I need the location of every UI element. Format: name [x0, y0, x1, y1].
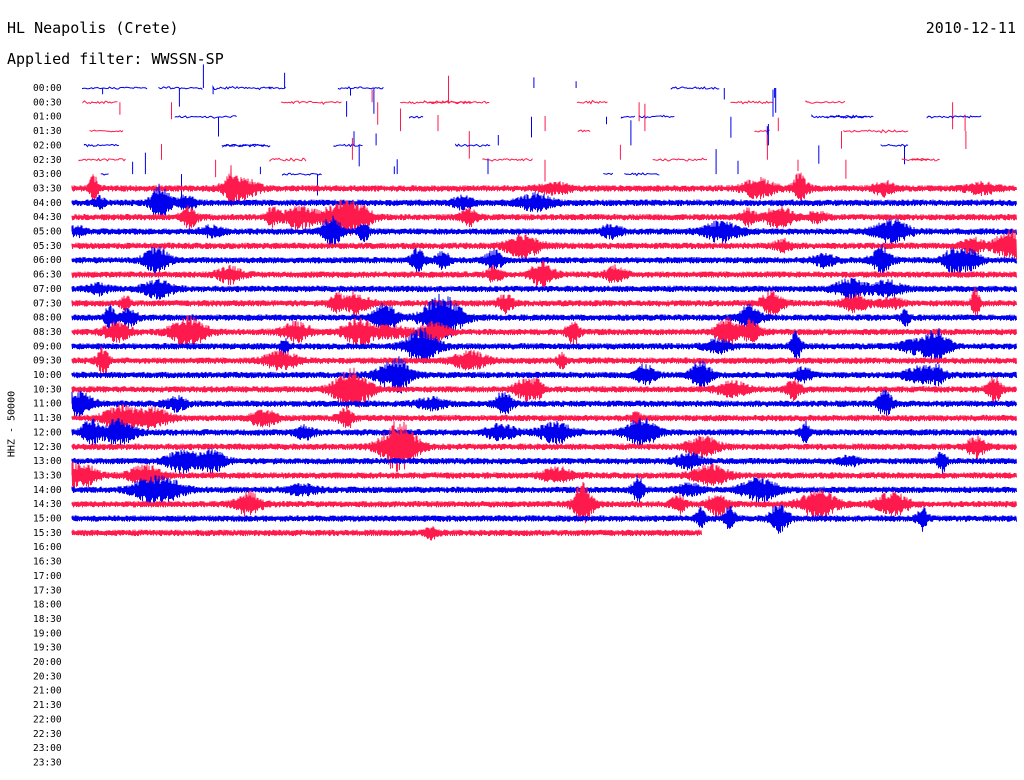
trace-0500	[71, 215, 1017, 249]
row-label-1630: 16:30	[33, 557, 62, 568]
row-label-2230: 22:30	[33, 729, 62, 740]
row-label-0030: 00:30	[33, 97, 62, 108]
row-label-1230: 12:30	[33, 442, 62, 453]
trace-0930	[71, 346, 1017, 375]
trace-1300	[71, 448, 1017, 475]
row-label-1500: 15:00	[33, 514, 62, 525]
trace-1000	[71, 356, 1017, 394]
trace-0100	[174, 89, 982, 138]
row-label-0000: 00:00	[33, 83, 62, 94]
trace-0900	[71, 327, 1017, 365]
row-label-0200: 02:00	[33, 140, 62, 151]
trace-1030	[71, 367, 1017, 410]
row-label-0930: 09:30	[33, 356, 62, 367]
row-label-0500: 05:00	[33, 227, 62, 238]
row-label-1200: 12:00	[33, 427, 62, 438]
row-label-2100: 21:00	[33, 686, 62, 697]
trace-0400	[71, 183, 1017, 219]
row-labels: 00:00 00:30 01:00 01:30 02:00 02:30 03:00 03:30…	[33, 83, 62, 768]
trace-0330	[71, 165, 1017, 207]
trace-1230	[71, 421, 1017, 472]
row-label-1830: 18:30	[33, 614, 62, 625]
row-label-0730: 07:30	[33, 298, 62, 309]
trace-1430	[71, 481, 1017, 524]
row-label-0530: 05:30	[33, 241, 62, 252]
row-label-0230: 02:30	[33, 155, 62, 166]
row-label-2330: 23:30	[33, 757, 62, 768]
row-label-1700: 17:00	[33, 571, 62, 582]
row-label-1800: 18:00	[33, 600, 62, 611]
date-label: 2010-12-11	[925, 19, 1016, 37]
row-label-1400: 14:00	[33, 485, 62, 496]
row-label-2200: 22:00	[33, 714, 62, 725]
row-label-1300: 13:00	[33, 456, 62, 467]
row-label-1930: 19:30	[33, 643, 62, 654]
row-label-1430: 14:30	[33, 499, 62, 510]
trace-0700	[71, 277, 1017, 301]
row-label-1600: 16:00	[33, 542, 62, 553]
row-label-1100: 11:00	[33, 399, 62, 410]
filter-label: Applied filter: WWSSN-SP	[7, 50, 224, 68]
row-label-1030: 10:30	[33, 384, 62, 395]
row-label-0630: 06:30	[33, 270, 62, 281]
row-label-0900: 09:00	[33, 341, 62, 352]
trace-1200	[71, 417, 1017, 448]
row-label-0130: 01:30	[33, 126, 62, 137]
trace-0200	[83, 120, 909, 167]
row-label-0430: 04:30	[33, 212, 62, 223]
trace-0230	[78, 134, 940, 182]
row-label-1130: 11:30	[33, 413, 62, 424]
row-label-1530: 15:30	[33, 528, 62, 539]
row-label-0330: 03:30	[33, 183, 62, 194]
row-label-2300: 23:00	[33, 743, 62, 754]
trace-0630	[71, 260, 1017, 288]
station-title: HL Neapolis (Crete)	[7, 19, 179, 37]
trace-0030	[82, 75, 954, 130]
trace-0830	[71, 315, 1017, 348]
row-label-0700: 07:00	[33, 284, 62, 295]
trace-0600	[71, 244, 1017, 276]
row-label-0830: 08:30	[33, 327, 62, 338]
row-label-1330: 13:30	[33, 470, 62, 481]
row-label-2000: 20:00	[33, 657, 62, 668]
trace-1400	[71, 475, 1017, 505]
trace-0300	[100, 149, 739, 201]
row-label-0400: 04:00	[33, 198, 62, 209]
trace-1500	[71, 504, 1017, 534]
row-label-0300: 03:00	[33, 169, 62, 180]
row-label-0100: 01:00	[33, 112, 62, 123]
row-label-1000: 10:00	[33, 370, 62, 381]
trace-0000	[82, 64, 777, 114]
row-label-2130: 21:30	[33, 700, 62, 711]
trace-0530	[71, 229, 1017, 260]
row-label-1900: 19:00	[33, 628, 62, 639]
trace-0430	[71, 199, 1017, 236]
trace-1100	[71, 389, 1017, 418]
trace-0130	[89, 103, 967, 159]
trace-0800	[71, 293, 1017, 340]
trace-1330	[71, 461, 1017, 490]
seismic-traces	[71, 64, 1017, 541]
row-label-2030: 20:30	[33, 671, 62, 682]
trace-1130	[71, 403, 1017, 431]
trace-1530	[71, 526, 702, 541]
row-label-1730: 17:30	[33, 585, 62, 596]
trace-0730	[71, 286, 1017, 317]
row-label-0800: 08:00	[33, 313, 62, 324]
row-label-0600: 06:00	[33, 255, 62, 266]
